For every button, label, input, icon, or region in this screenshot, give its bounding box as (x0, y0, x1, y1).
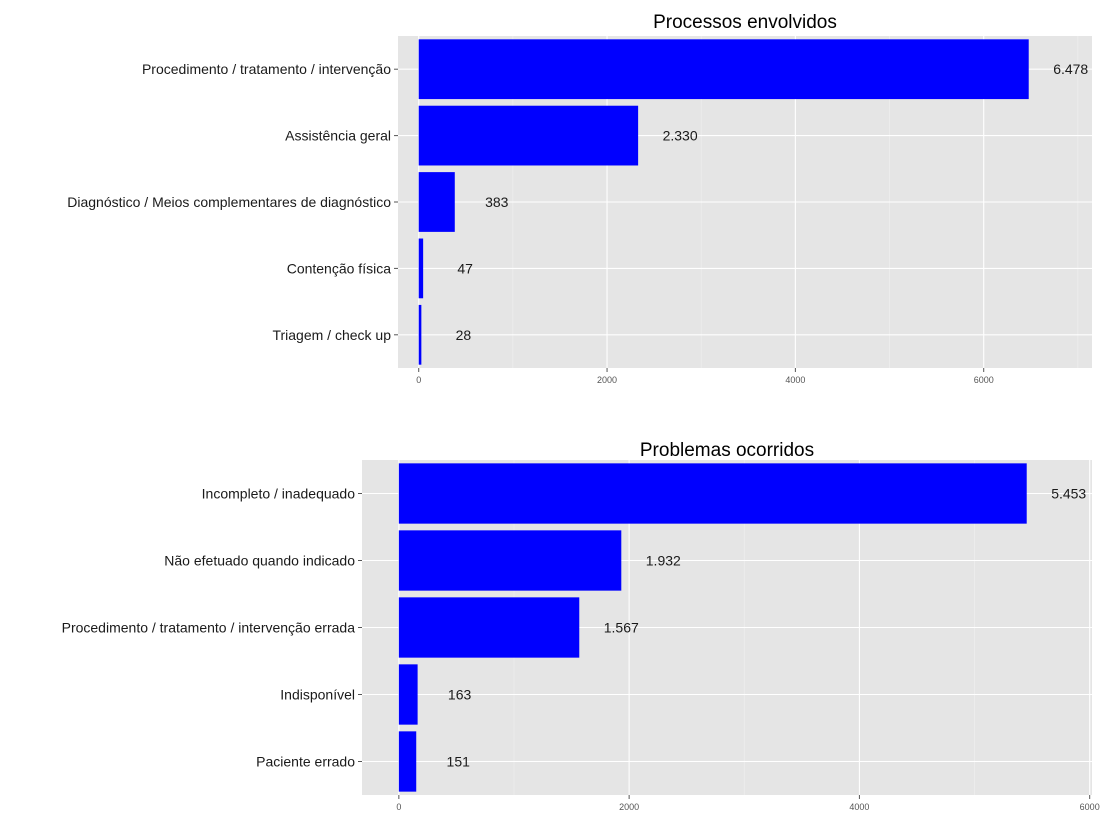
x-tick-label: 2000 (597, 375, 617, 385)
category-label: Procedimento / tratamento / intervenção … (62, 620, 356, 636)
value-label: 6.478 (1053, 61, 1088, 77)
category-label: Triagem / check up (272, 327, 391, 343)
category-label: Contenção física (287, 260, 391, 276)
x-tick-label: 4000 (785, 375, 805, 385)
x-tick-label: 6000 (1080, 802, 1100, 812)
chart-title: Processos envolvidos (653, 12, 837, 33)
value-label: 163 (448, 687, 472, 703)
category-label: Procedimento / tratamento / intervenção (142, 61, 391, 77)
x-tick-label: 4000 (849, 802, 869, 812)
category-label: Incompleto / inadequado (202, 486, 356, 502)
value-label: 2.330 (663, 128, 698, 144)
value-label: 1.932 (646, 553, 681, 569)
x-tick-label: 2000 (619, 802, 639, 812)
x-tick-label: 6000 (974, 375, 994, 385)
chart-1: 0 2000 4000 6000 Procedimento / tratamento /… (67, 12, 1092, 385)
value-label: 1.567 (604, 620, 639, 636)
bar (418, 172, 455, 232)
bar (418, 238, 424, 299)
chart-title: Problemas ocorridos (640, 440, 814, 461)
category-label: Diagnóstico / Meios complementares de di… (67, 194, 391, 210)
bar (418, 304, 422, 365)
bar (398, 530, 622, 591)
bar (418, 39, 1029, 100)
bar (398, 731, 417, 792)
category-label: Paciente errado (256, 754, 355, 770)
bar (398, 597, 580, 658)
value-label: 151 (447, 754, 471, 770)
chart-2: 0 2000 4000 6000 Incompleto / inadequado 5.45… (62, 440, 1100, 812)
value-label: 5.453 (1051, 486, 1086, 502)
category-label: Indisponível (280, 687, 355, 703)
value-label: 47 (457, 260, 473, 276)
value-label: 383 (485, 194, 509, 210)
x-tick-label: 0 (396, 802, 401, 812)
bar (418, 105, 639, 166)
value-label: 28 (456, 327, 472, 343)
category-label: Assistência geral (285, 128, 391, 144)
category-label: Não efetuado quando indicado (164, 553, 355, 569)
x-tick-label: 0 (416, 375, 421, 385)
bar (398, 664, 418, 725)
bar (398, 463, 1027, 524)
